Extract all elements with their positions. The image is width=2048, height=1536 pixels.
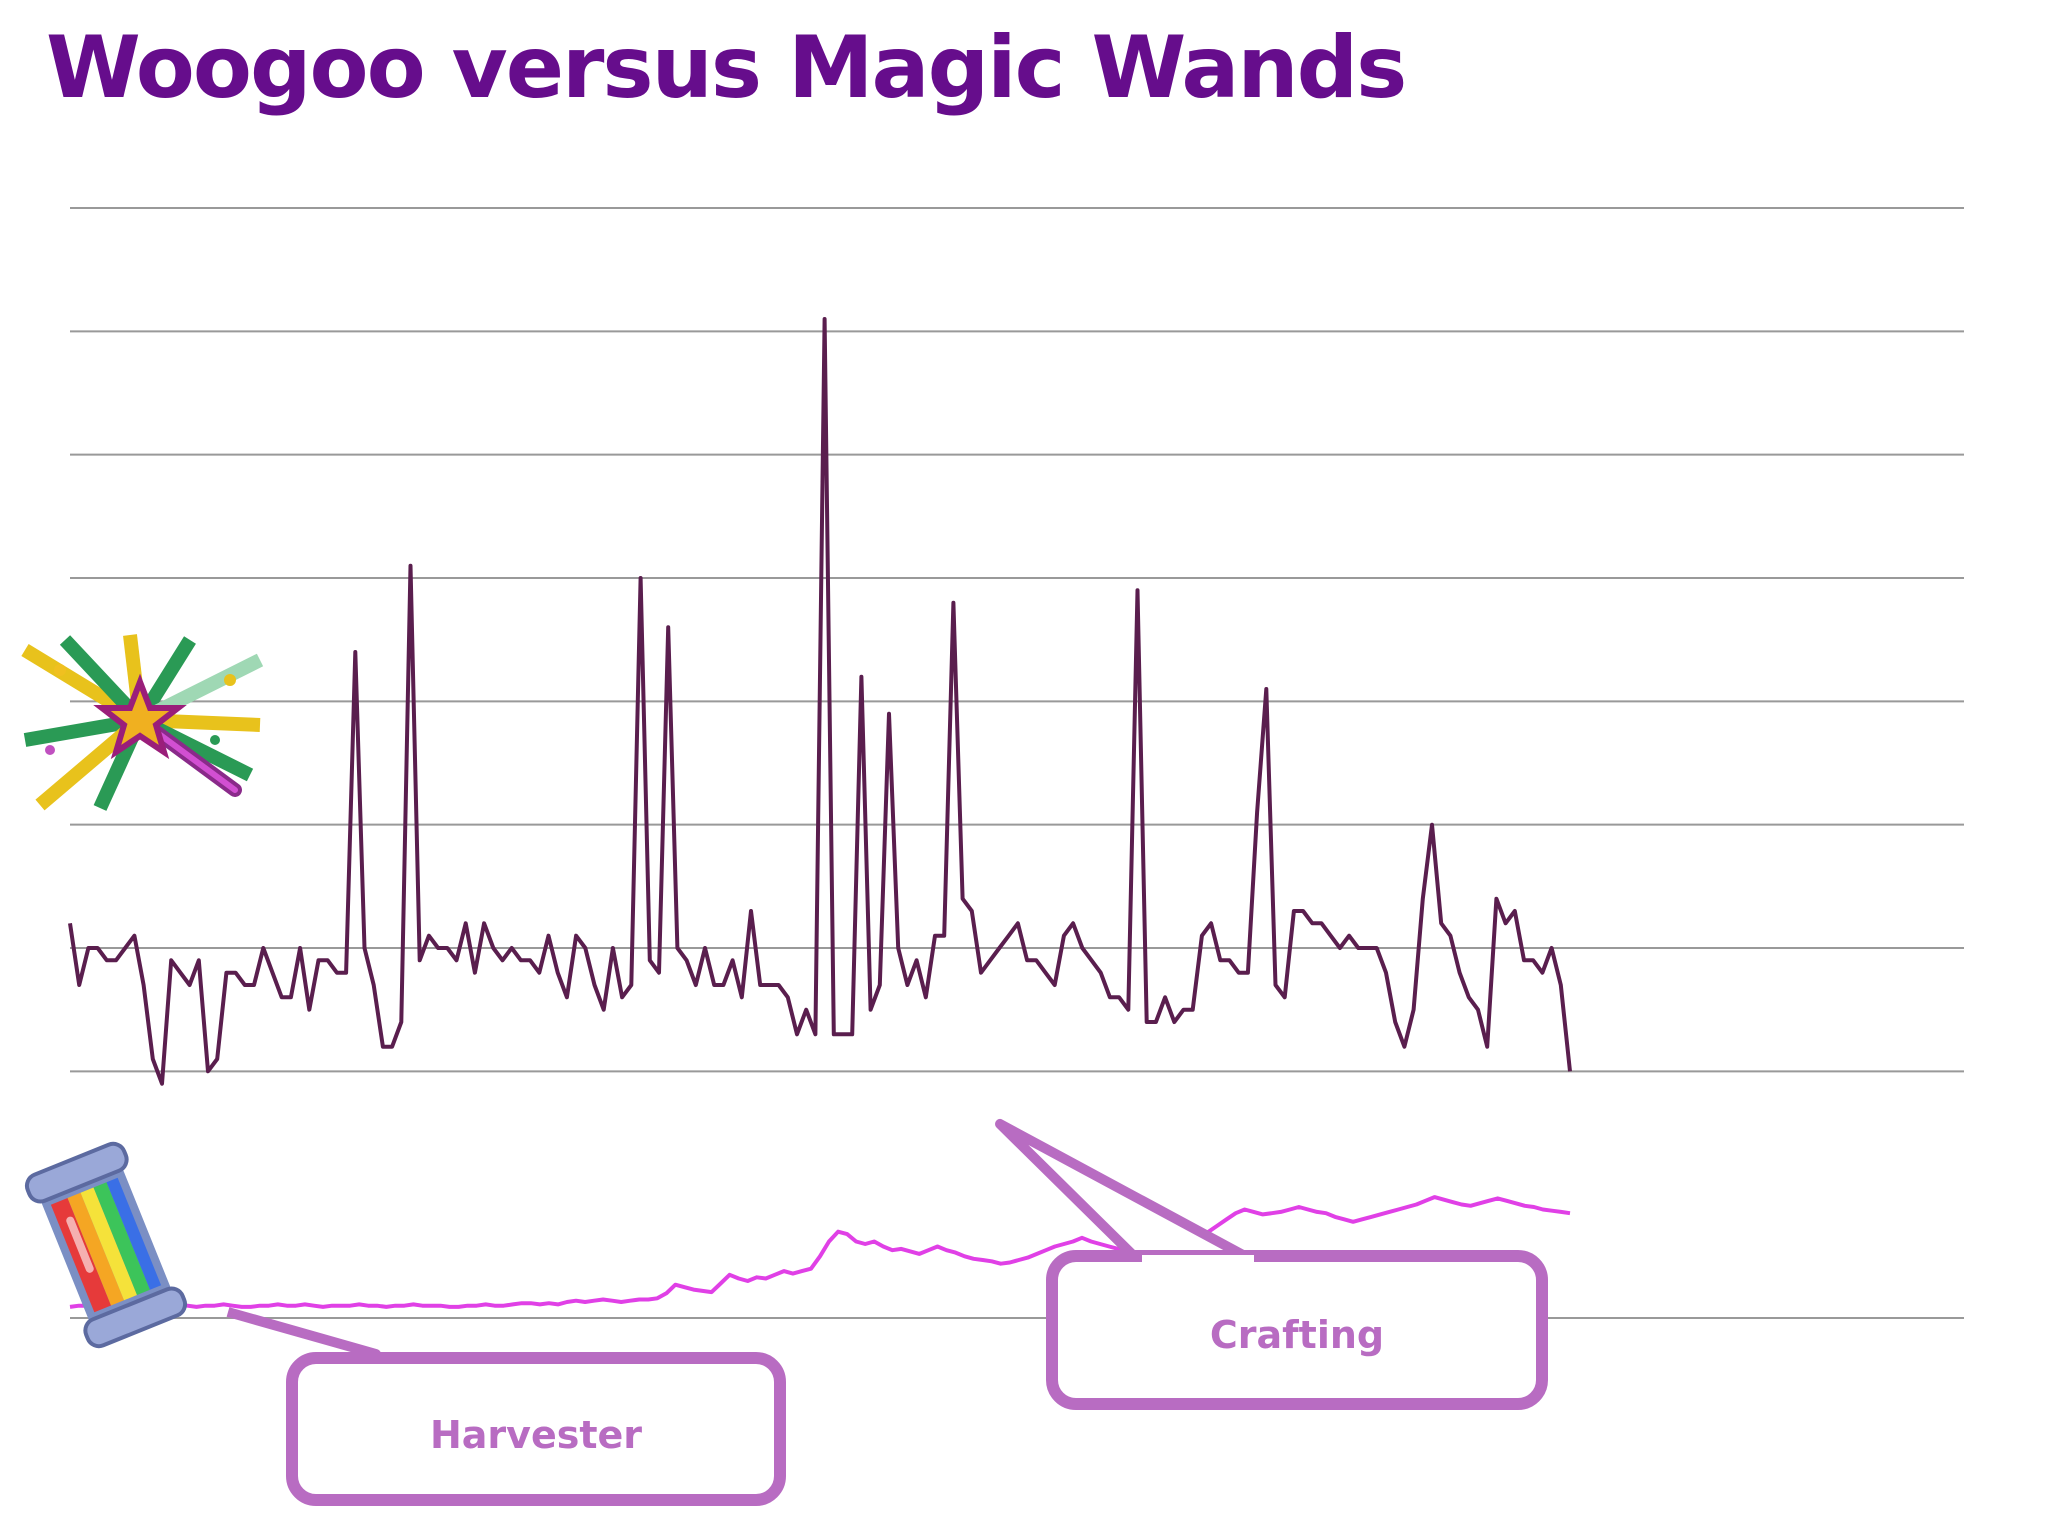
magic-wand-sparkle-icon [21, 634, 264, 811]
chart-series [68, 317, 1572, 1309]
crafting-callout: Crafting [995, 1119, 1548, 1410]
harvester-callout: Harvester [226, 1307, 786, 1506]
chart-gridlines [70, 207, 1964, 1319]
crafting-callout-label: Crafting [1210, 1313, 1384, 1357]
page-title: Woogoo versus Magic Wands [46, 18, 1407, 118]
rainbow-jar-icon [24, 1141, 188, 1349]
series-line-woogoo [68, 317, 1572, 1086]
series-line-magic-wands [69, 1195, 1571, 1309]
harvester-callout-label: Harvester [430, 1413, 642, 1457]
